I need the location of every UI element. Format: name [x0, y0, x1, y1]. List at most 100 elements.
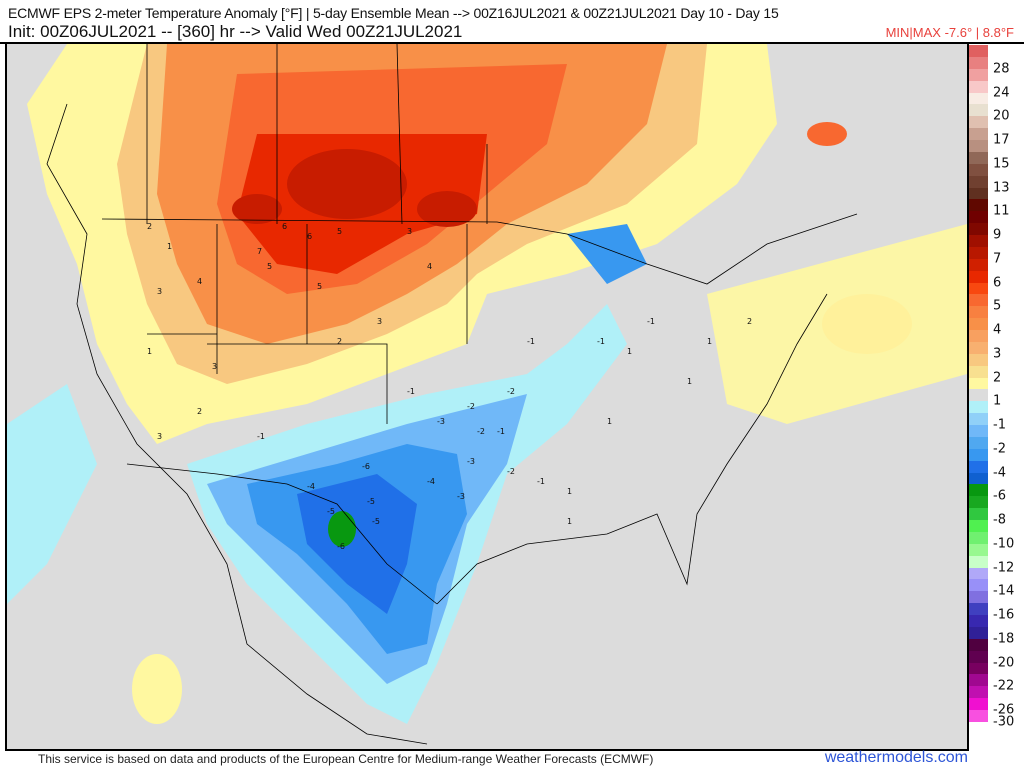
colorbar-segment	[969, 543, 988, 556]
station-value: 5	[337, 227, 342, 236]
colorbar-segment	[969, 579, 988, 592]
colorbar-label: -16	[993, 607, 1015, 623]
station-value: 3	[157, 287, 162, 296]
anomaly-map: 2 1 3 4 6 5 7 6 5 5 3 4 3 2 1 3 2 3 -1 -1 -2 -2 -3 -1 -4 -5 -6 -5 -6…	[5, 44, 969, 751]
colorbar-label: 1	[993, 393, 1002, 409]
colorbar-label: 20	[993, 108, 1010, 124]
colorbar-segment	[969, 294, 988, 307]
colorbar-segment	[969, 555, 988, 568]
station-value: 5	[317, 282, 322, 291]
weathermodels-link[interactable]: weathermodels.com	[824, 749, 968, 766]
colorbar-label: -26	[993, 702, 1015, 718]
colorbar-segment	[969, 626, 988, 639]
station-value: -2	[467, 402, 475, 411]
colorbar-segment	[969, 698, 988, 710]
station-value: -6	[362, 462, 370, 471]
colorbar-segment	[969, 662, 988, 675]
colorbar-segment	[969, 306, 988, 319]
colorbar-segment	[969, 45, 988, 57]
station-value: 1	[687, 377, 692, 386]
colorbar-segment	[969, 151, 988, 164]
station-value: 1	[567, 487, 572, 496]
colorbar-segment	[969, 520, 988, 532]
warm-anomaly-fields	[27, 44, 967, 724]
min-max-readout: MIN|MAX -7.6° | 8.8°F	[885, 25, 1014, 40]
colorbar-label: -14	[993, 583, 1015, 599]
colorbar-segment	[969, 389, 988, 402]
station-value: 6	[307, 232, 312, 241]
station-value: -2	[477, 427, 485, 436]
colorbar-segment	[969, 330, 988, 342]
colorbar-label: 3	[993, 346, 1002, 362]
colorbar-label: 4	[993, 322, 1002, 338]
station-value: -2	[507, 387, 515, 396]
colorbar-segment	[969, 246, 988, 259]
chart-title: ECMWF EPS 2-meter Temperature Anomaly [°…	[8, 5, 779, 21]
colorbar-segment	[969, 591, 988, 604]
colorbar-segment	[969, 258, 988, 271]
colorbar	[969, 45, 988, 722]
colorbar-segment	[969, 650, 988, 663]
station-value: -3	[457, 492, 465, 501]
station-value: 2	[337, 337, 342, 346]
station-value: 4	[197, 277, 202, 286]
colorbar-segment	[969, 460, 988, 473]
colorbar-label: 17	[993, 132, 1010, 148]
colorbar-segment	[969, 686, 988, 699]
colorbar-segment	[969, 353, 988, 366]
colorbar-segment	[969, 175, 988, 188]
colorbar-label: 15	[993, 156, 1010, 172]
colorbar-label: -12	[993, 560, 1015, 576]
colorbar-segment	[969, 116, 988, 129]
colorbar-label: 28	[993, 61, 1010, 77]
station-value: 4	[427, 262, 432, 271]
colorbar-segment	[969, 80, 988, 93]
colorbar-segment	[969, 365, 988, 378]
colorbar-segment	[969, 223, 988, 235]
colorbar-segment	[969, 615, 988, 627]
station-value: -3	[437, 417, 445, 426]
colorbar-segment	[969, 140, 988, 152]
station-value: 6	[282, 222, 287, 231]
station-value: -6	[337, 542, 345, 551]
colorbar-segment	[969, 638, 988, 651]
station-value: -1	[647, 317, 655, 326]
colorbar-label: -1	[993, 417, 1006, 433]
station-value: 1	[707, 337, 712, 346]
station-value: 1	[147, 347, 152, 356]
colorbar-segment	[969, 270, 988, 283]
ecmwf-disclaimer: This service is based on data and produc…	[38, 752, 654, 766]
station-value: -4	[307, 482, 315, 491]
colorbar-label: 9	[993, 227, 1002, 243]
colorbar-segment	[969, 472, 988, 485]
station-value: -1	[497, 427, 505, 436]
colorbar-segment	[969, 425, 988, 437]
colorbar-segment	[969, 603, 988, 615]
colorbar-label: 5	[993, 298, 1002, 314]
colorbar-segment	[969, 199, 988, 212]
station-value: -1	[537, 477, 545, 486]
station-value: 3	[407, 227, 412, 236]
colorbar-segment	[969, 318, 988, 330]
station-value: 1	[627, 347, 632, 356]
colorbar-segment	[969, 413, 988, 425]
station-value: 3	[157, 432, 162, 441]
station-value: 7	[257, 247, 262, 256]
colorbar-segment	[969, 401, 988, 414]
station-value: 1	[567, 517, 572, 526]
colorbar-segment	[969, 567, 988, 580]
colorbar-label: 7	[993, 251, 1002, 267]
colorbar-segment	[969, 56, 988, 69]
colorbar-segment	[969, 211, 988, 224]
station-value: -1	[407, 387, 415, 396]
colorbar-label: 13	[993, 180, 1010, 196]
colorbar-segment	[969, 92, 988, 105]
cool-anomaly-fields	[7, 224, 647, 724]
colorbar-segment	[969, 436, 988, 449]
station-value: 2	[747, 317, 752, 326]
colorbar-segment	[969, 448, 988, 461]
colorbar-segment	[969, 674, 988, 687]
station-value: -3	[467, 457, 475, 466]
header-divider	[0, 42, 1024, 44]
